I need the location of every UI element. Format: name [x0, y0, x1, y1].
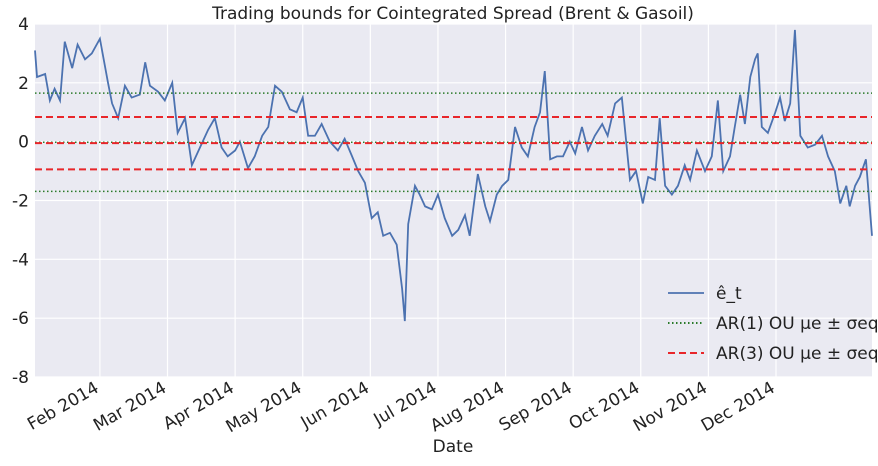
legend-label: AR(1) OU μe ± σeq [716, 314, 878, 334]
x-tick-label: May 2014 [223, 378, 306, 437]
x-tick-label: Sep 2014 [496, 378, 576, 436]
y-tick-label: -4 [12, 250, 29, 270]
y-tick-label: 2 [18, 74, 29, 94]
x-tick-label: Aug 2014 [427, 378, 508, 436]
legend-label: ê_t [716, 284, 742, 304]
grid [35, 23, 872, 378]
lines [34, 29, 873, 322]
data-line [34, 29, 873, 322]
chart-title: Trading bounds for Cointegrated Spread (… [211, 4, 694, 24]
y-tick-label: -6 [12, 309, 29, 329]
x-tick-label: Mar 2014 [90, 378, 170, 436]
x-tick-label: Nov 2014 [630, 378, 711, 436]
x-axis-label: Date [433, 437, 474, 457]
y-tick-label: 0 [18, 133, 29, 153]
y-tick-label: 4 [18, 15, 29, 35]
legend-label: AR(3) OU μe ± σeq [716, 344, 878, 364]
x-tick-label: Feb 2014 [24, 378, 102, 435]
y-tick-label: -8 [12, 368, 29, 388]
x-tick-label: Jun 2014 [297, 378, 373, 433]
y-tick-label: -2 [12, 192, 29, 212]
x-tick-label: Dec 2014 [698, 378, 779, 436]
x-tick-label: Oct 2014 [566, 378, 644, 434]
